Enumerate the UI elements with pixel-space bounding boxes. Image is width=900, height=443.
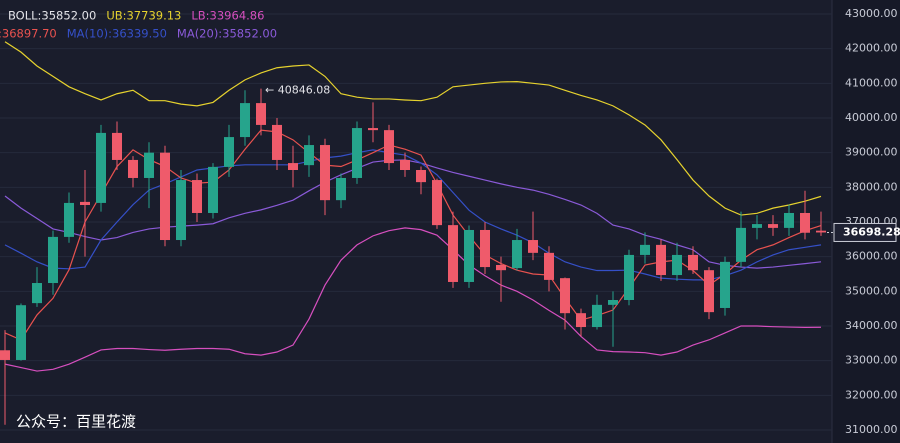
- last-price-box: [833, 222, 897, 242]
- candle-body: [544, 252, 554, 280]
- candle-body: [240, 103, 250, 138]
- candle-body: [48, 236, 58, 284]
- candle-body: [304, 145, 314, 166]
- last-price-label: 36698.28: [843, 225, 900, 238]
- candle-body: [144, 152, 154, 178]
- candle-body: [224, 137, 234, 167]
- candle-body: [384, 130, 394, 164]
- candle-body: [400, 159, 410, 170]
- legend-entry: MA(10):36339.50: [67, 27, 167, 41]
- candle-body: [256, 103, 266, 125]
- candle-body: [688, 254, 698, 271]
- y-tick-label: 31000.00: [845, 423, 898, 436]
- candle-body: [352, 128, 362, 178]
- candle-body: [320, 145, 330, 201]
- candle-body: [704, 270, 714, 313]
- candle-body: [176, 180, 186, 241]
- candle-body: [32, 283, 42, 304]
- y-tick-label: 34000.00: [845, 319, 898, 332]
- candle-body: [656, 244, 666, 276]
- indicator-line: [4, 159, 822, 269]
- candle-body: [80, 201, 90, 206]
- y-tick-label: 38000.00: [845, 180, 898, 193]
- candle-body: [0, 350, 10, 360]
- candle-body: [208, 166, 218, 213]
- candle-body: [272, 124, 282, 160]
- candle-body: [464, 229, 474, 282]
- candle-body: [112, 132, 122, 160]
- candle-body: [640, 244, 650, 255]
- candle-body: [624, 254, 634, 300]
- candle-body: [416, 170, 426, 183]
- candle-body: [576, 313, 586, 328]
- legend-entry: :36897.70: [0, 27, 57, 41]
- legend-entry: LB:33964.86: [191, 9, 264, 23]
- high-annotation: ← 40846.08: [265, 84, 330, 97]
- legend-entry: MA(20):35852.00: [177, 27, 277, 41]
- candle-body: [672, 254, 682, 276]
- legend-entry: UB:37739.13: [106, 9, 181, 23]
- y-tick-label: 39000.00: [845, 146, 898, 159]
- indicator-line: [4, 227, 822, 372]
- y-tick-label: 36000.00: [845, 250, 898, 263]
- y-tick-label: 42000.00: [845, 42, 898, 55]
- candle-body: [16, 305, 26, 360]
- candle-body: [368, 128, 378, 131]
- y-tick-label: 33000.00: [845, 354, 898, 367]
- candle-body: [800, 212, 810, 233]
- candle-body: [784, 212, 794, 228]
- candle-body: [64, 202, 74, 237]
- candle-body: [160, 152, 170, 241]
- candle-body: [816, 230, 826, 233]
- y-tick-label: 41000.00: [845, 76, 898, 89]
- y-tick-label: 32000.00: [845, 388, 898, 401]
- indicator-line: [4, 149, 822, 281]
- candle-body: [592, 304, 602, 328]
- indicator-line: [4, 129, 822, 341]
- candle-body: [608, 300, 618, 305]
- y-tick-label: 43000.00: [845, 7, 898, 20]
- indicator-line: [4, 41, 822, 216]
- candle-body: [432, 180, 442, 226]
- candle-body: [480, 229, 490, 268]
- candle-body: [720, 261, 730, 308]
- candle-body: [752, 224, 762, 228]
- candle-body: [128, 159, 138, 178]
- candle-body: [736, 227, 746, 262]
- watermark: 公众号：百里花渡: [16, 413, 136, 431]
- legend-entry: BOLL:35852.00: [8, 9, 96, 23]
- candle-body: [96, 132, 106, 203]
- candle-body: [288, 163, 298, 170]
- candle-body: [768, 224, 778, 228]
- candle-body: [560, 278, 570, 314]
- price-axis-panel: [832, 0, 900, 443]
- candle-body: [336, 177, 346, 201]
- candle-body: [192, 180, 202, 213]
- candle-body: [496, 264, 506, 271]
- y-tick-label: 40000.00: [845, 111, 898, 124]
- y-tick-label: 35000.00: [845, 284, 898, 297]
- candle-body: [528, 240, 538, 253]
- candle-body: [512, 240, 522, 269]
- candle-body: [448, 225, 458, 282]
